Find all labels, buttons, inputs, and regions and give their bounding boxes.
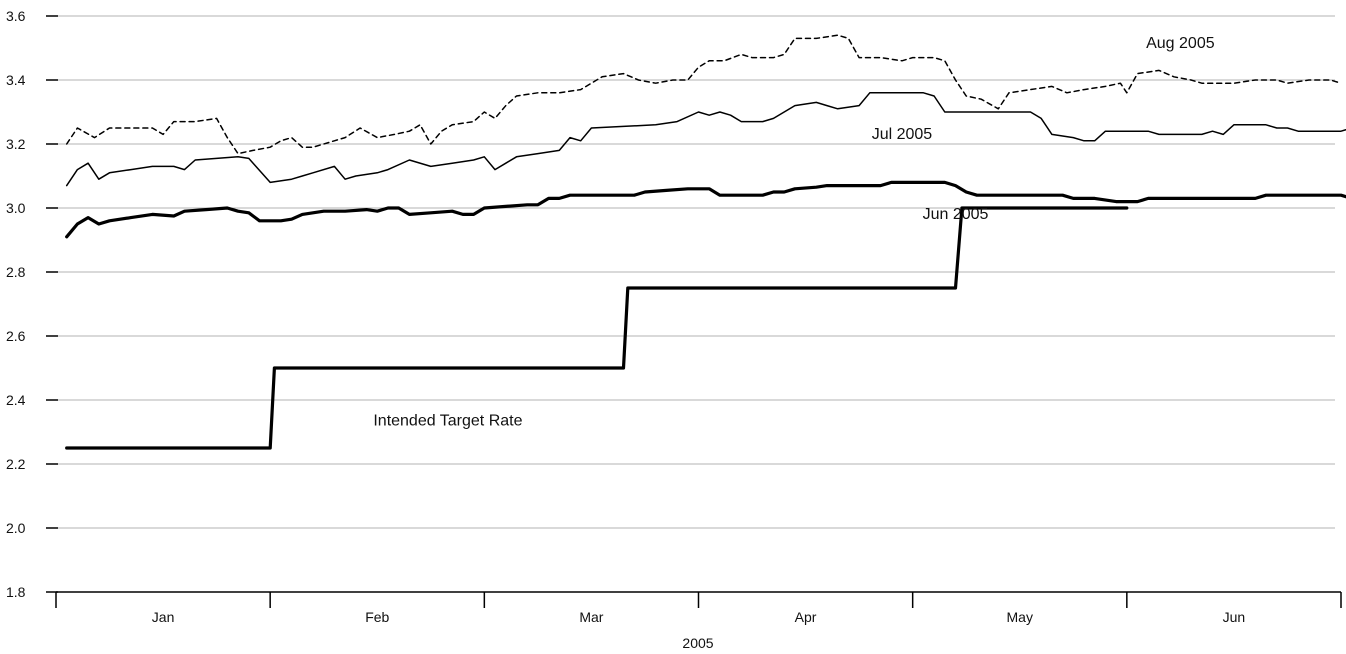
x-tick-label-apr: Apr	[795, 609, 817, 625]
series-label-jul-2005: Jul 2005	[872, 126, 933, 143]
x-axis: Jan Feb Mar Apr May Jun	[55, 591, 1342, 625]
x-tick-label-jun: Jun	[1223, 609, 1246, 625]
y-tick-label: 2.0	[6, 520, 26, 536]
y-tick-label: 3.4	[6, 72, 26, 88]
x-tick-label-feb: Feb	[365, 609, 389, 625]
gridlines	[46, 15, 1335, 593]
series-label-aug-2005: Aug 2005	[1146, 35, 1215, 52]
series-label-intended-target-rate: Intended Target Rate	[373, 413, 522, 430]
y-tick-label: 2.8	[6, 264, 26, 280]
y-tick-label: 2.6	[6, 328, 26, 344]
series-line-intended-target-rate	[65, 206, 1129, 450]
y-tick-label: 2.4	[6, 392, 26, 408]
x-tick-label-jan: Jan	[152, 609, 175, 625]
y-axis: 1.8 2.0 2.2 2.4 2.6 2.8 3.0 3.2 3.4 3.6	[6, 8, 58, 600]
series-lines	[65, 34, 1346, 450]
y-tick-label: 2.2	[6, 456, 26, 472]
x-tick-label-mar: Mar	[579, 609, 603, 625]
y-tick-label: 3.0	[6, 200, 26, 216]
series-line-aug-2005	[65, 34, 1342, 155]
x-tick-label-may: May	[1007, 609, 1033, 625]
series-line-jun-2005	[65, 180, 1346, 239]
y-tick-label: 3.2	[6, 136, 26, 152]
series-annotations: Aug 2005 Jul 2005 Jun 2005 Intended Target …	[373, 35, 1214, 430]
x-axis-title: 2005	[682, 635, 713, 651]
series-label-jun-2005: Jun 2005	[923, 206, 989, 223]
y-tick-label: 3.6	[6, 8, 26, 24]
y-tick-label: 1.8	[6, 584, 26, 600]
series-line-jul-2005	[65, 92, 1346, 187]
